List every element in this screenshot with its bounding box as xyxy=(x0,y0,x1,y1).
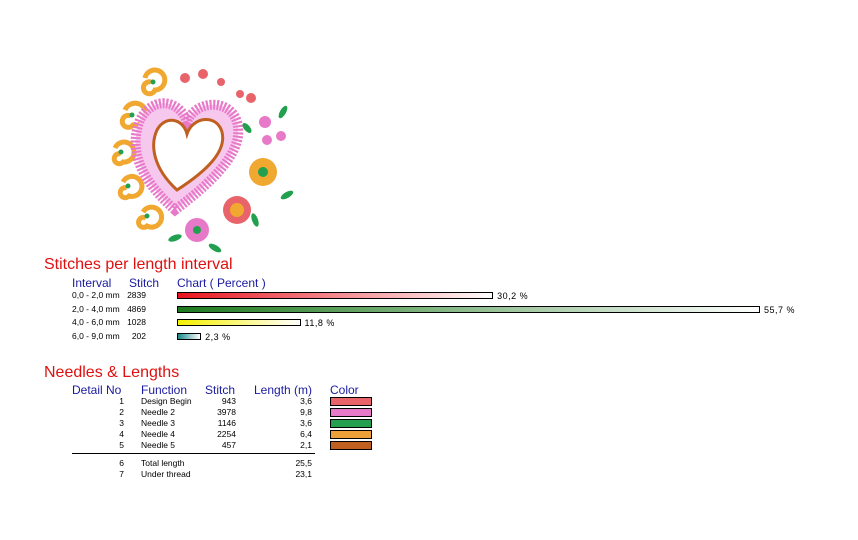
stitch-count-cell: 202 xyxy=(131,330,146,341)
function-cell: Total length xyxy=(141,458,185,468)
length-cell: 25,5 xyxy=(295,458,312,468)
totals-divider xyxy=(72,453,315,454)
length-cell: 23,1 xyxy=(295,469,312,479)
color-swatch xyxy=(330,408,372,417)
percent-bar xyxy=(177,319,301,326)
color-header: Color xyxy=(330,383,359,397)
length-cell: 9,8 xyxy=(300,407,312,417)
stitch-cell: 457 xyxy=(221,440,236,450)
detail-no-cell: 6 xyxy=(119,458,124,468)
length-cell: 2,1 xyxy=(300,440,312,450)
detail-no-header: Detail No xyxy=(72,383,122,397)
detail-no-cell: 2 xyxy=(119,407,124,417)
function-cell: Design Begin xyxy=(141,396,192,406)
stitch-cell: 3978 xyxy=(217,407,236,417)
stitch-cell: 1146 xyxy=(217,418,236,428)
percent-bar xyxy=(177,332,202,340)
stitch-count-cell: 4869 xyxy=(127,303,146,314)
percent-label: 30,2 % xyxy=(497,291,529,301)
length-cell: 3,6 xyxy=(300,396,312,406)
function-cell: Needle 3 xyxy=(141,418,176,428)
percent-bar xyxy=(177,292,494,299)
color-swatch xyxy=(330,430,372,439)
embroidery-design-image xyxy=(111,67,294,253)
length-cell: 3,6 xyxy=(300,418,312,428)
detail-no-cell: 7 xyxy=(119,469,124,479)
detail-no-cell: 3 xyxy=(119,418,124,428)
color-swatch xyxy=(330,397,372,406)
interval-header: Interval xyxy=(72,276,112,290)
stitches-section-title: Stitches per length interval xyxy=(44,256,233,273)
stitch-count-cell: 1028 xyxy=(127,317,146,327)
stitch-header: Stitch xyxy=(205,383,236,397)
color-swatch xyxy=(330,441,372,450)
function-cell: Needle 2 xyxy=(141,407,176,417)
function-header: Function xyxy=(141,383,188,397)
percent-label: 11,8 % xyxy=(304,318,335,328)
function-cell: Under thread xyxy=(141,469,191,479)
length-header: Length (m) xyxy=(254,383,313,397)
stitch-count-cell: 2839 xyxy=(127,290,146,300)
chart-header: Chart ( Percent ) xyxy=(177,276,266,290)
length-cell: 6,4 xyxy=(300,429,312,439)
interval-cell: 2,0 - 4,0 mm xyxy=(72,303,120,314)
function-cell: Needle 5 xyxy=(141,440,176,450)
stitch-cell: 2254 xyxy=(217,429,236,439)
stitch-header: Stitch xyxy=(129,276,160,290)
percent-label: 2,3 % xyxy=(205,331,231,342)
percent-bar xyxy=(177,305,760,313)
detail-no-cell: 1 xyxy=(119,396,124,406)
color-swatch xyxy=(330,419,372,428)
needles-section-title: Needles & Lengths xyxy=(44,364,180,381)
stitch-cell: 943 xyxy=(221,396,236,406)
interval-cell: 0,0 - 2,0 mm xyxy=(72,290,120,300)
percent-label: 55,7 % xyxy=(764,304,796,315)
interval-cell: 6,0 - 9,0 mm xyxy=(72,330,120,341)
detail-no-cell: 5 xyxy=(119,440,124,450)
detail-no-cell: 4 xyxy=(119,429,124,439)
interval-cell: 4,0 - 6,0 mm xyxy=(72,317,120,327)
function-cell: Needle 4 xyxy=(141,429,176,439)
